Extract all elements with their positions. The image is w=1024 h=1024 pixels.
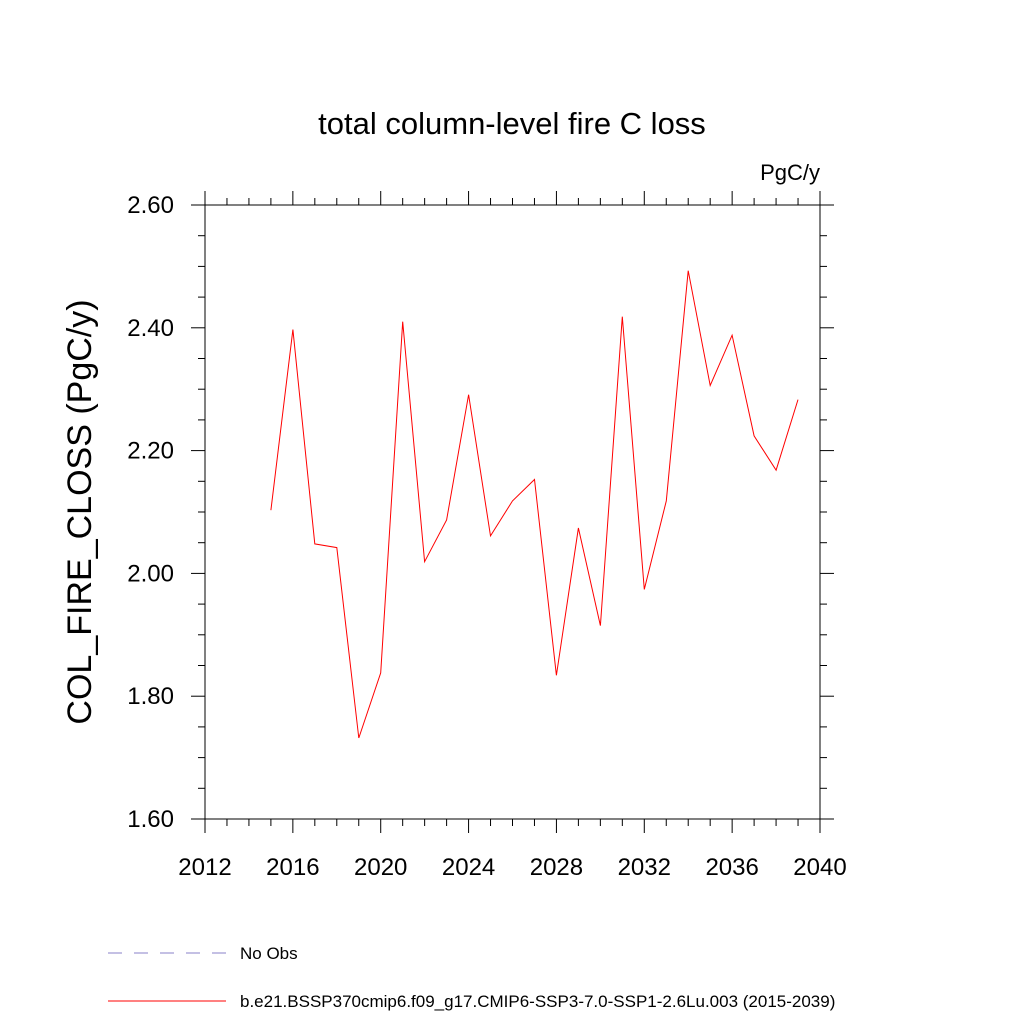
x-tick-label: 2036 <box>705 854 758 881</box>
x-tick-label: 2024 <box>442 854 495 881</box>
x-tick-label: 2012 <box>178 854 231 881</box>
axis-tick-labels: 2012 2016 2020 2024 2028 2032 2036 2040 1.60 1.80… <box>127 192 846 881</box>
y-tick-label: 2.20 <box>127 438 174 465</box>
y-tick-label: 1.60 <box>127 806 174 833</box>
legend-label-model-run: b.e21.BSSP370cmip6.f09_g17.CMIP6-SSP3-7.… <box>240 992 835 1011</box>
plot-frame <box>204 204 821 820</box>
x-tick-label: 2016 <box>266 854 319 881</box>
x-tick-label: 2028 <box>530 854 583 881</box>
y-tick-label: 1.80 <box>127 683 174 710</box>
x-tick-label: 2040 <box>793 854 846 881</box>
legend-label-no-obs: No Obs <box>240 944 298 963</box>
x-tick-label: 2020 <box>354 854 407 881</box>
y-tick-label: 2.60 <box>127 192 174 219</box>
series-layer <box>270 270 799 739</box>
y-tick-label: 2.00 <box>127 560 174 587</box>
series-line <box>270 270 799 739</box>
units-label: PgC/y <box>760 160 820 185</box>
y-axis-label: COL_FIRE_CLOSS (PgC/y) <box>61 299 99 724</box>
y-tick-label: 2.40 <box>127 315 174 342</box>
chart-title: total column-level fire C loss <box>318 106 706 141</box>
axis-ticks <box>191 191 834 833</box>
legend: No Obs b.e21.BSSP370cmip6.f09_g17.CMIP6-… <box>108 944 835 1011</box>
x-tick-label: 2032 <box>618 854 671 881</box>
